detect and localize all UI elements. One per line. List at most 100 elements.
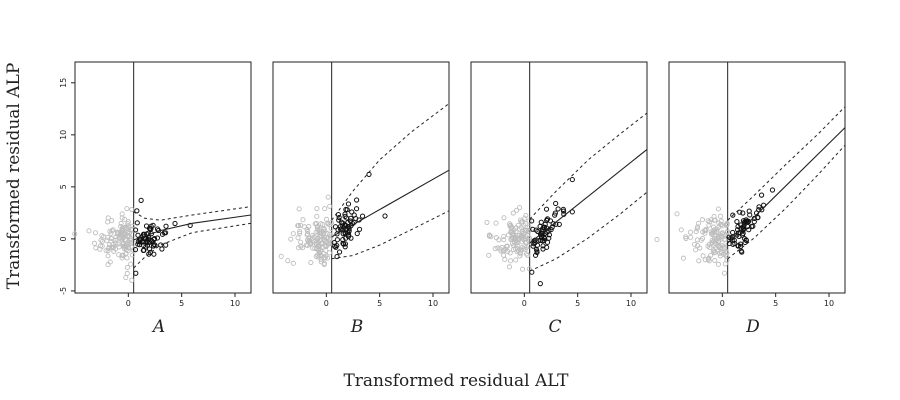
data-point-below [119,253,125,259]
data-point-above [342,244,348,250]
x-tick-label: 0 [126,299,131,308]
x-tick-label: 10 [626,299,636,308]
data-point-below [296,206,302,212]
data-point-below [519,245,525,251]
data-point-above [354,230,360,237]
data-point-below [506,264,512,270]
x-tick-label: 10 [230,299,240,308]
data-point-below [297,230,303,236]
data-point-above [134,208,140,214]
data-point-below [484,219,490,225]
data-point-below [522,215,528,221]
data-point-below [519,232,525,238]
data-point-below [518,251,524,257]
data-point-below [712,257,718,264]
x-tick-label: 10 [824,299,834,308]
data-point-below [515,236,521,242]
data-point-below [124,255,130,261]
x-axis-title: Transformed residual ALT [343,371,569,391]
data-point-below [124,270,130,277]
data-point-below [129,252,136,258]
data-point-below [486,232,492,238]
data-point-below [301,224,308,230]
fit-line [133,214,252,241]
data-point-below [716,244,722,250]
panel-a: 0 5 10 -5 0 5 10 15 A [59,61,252,337]
data-point-above [553,200,559,207]
data-point-above [359,213,366,219]
data-point-below [711,248,717,254]
data-point-above [534,249,540,256]
data-point-above [758,192,765,198]
data-point-below [122,225,128,231]
data-point-above [353,206,360,212]
data-point-above [734,227,741,233]
data-point-below [327,203,333,209]
data-point-below [321,226,327,232]
data-point-below [710,224,717,230]
data-point-below [699,217,706,223]
data-point-below [323,247,329,254]
data-point-below [72,231,78,237]
data-point-above [336,217,342,223]
data-point-below [328,240,334,246]
data-point-below [674,211,680,217]
data-point-above [345,201,352,207]
plot-frame [272,61,450,294]
data-point-below [524,251,530,257]
data-point-below [714,226,720,232]
data-point-below [119,211,125,217]
data-point-below [508,258,514,264]
data-point-below [113,240,119,246]
data-point-above [540,246,546,252]
data-point-above [537,281,543,287]
data-point-below [311,234,317,240]
data-point-below [105,219,111,225]
data-point-above [331,239,337,246]
data-point-above [145,239,151,246]
data-point-above [736,233,742,239]
data-point-above [154,235,161,241]
data-point-below [693,247,699,253]
data-point-below [306,235,312,241]
x-tick-label: 0 [522,299,527,308]
data-point-below [314,206,320,212]
data-point-above [133,270,139,276]
data-point-above [345,233,352,240]
data-point-below [317,252,323,258]
data-point-above [530,226,536,232]
data-point-below [691,241,698,247]
data-point-above [340,223,346,229]
data-point-below [313,229,319,235]
data-point-below [513,257,519,263]
data-point-above [540,224,547,230]
data-point-below [317,250,323,256]
data-point-below [725,228,731,234]
data-point-below [703,227,709,234]
data-point-below [501,252,507,258]
data-point-above [743,218,749,225]
data-point-above [146,225,153,231]
data-point-below [695,243,701,249]
data-point-below [105,234,111,240]
data-point-above [133,227,139,233]
x-tick-label: 10 [428,299,438,308]
data-point-above [348,215,354,221]
data-point-below [501,215,507,221]
data-point-below [321,260,327,266]
data-point-above [746,208,752,214]
data-point-below [99,238,105,244]
data-point-below [526,266,532,272]
plot-frame [74,61,252,294]
data-point-below [129,244,135,250]
data-point-below [285,258,291,264]
data-point-above [144,231,150,237]
data-point-below [319,228,325,234]
data-point-above [552,210,558,216]
data-point-below [693,229,699,235]
x-tick-label: 5 [377,299,382,308]
data-point-below [123,275,129,281]
lower-band-line [529,191,648,272]
data-point-above [342,213,348,219]
